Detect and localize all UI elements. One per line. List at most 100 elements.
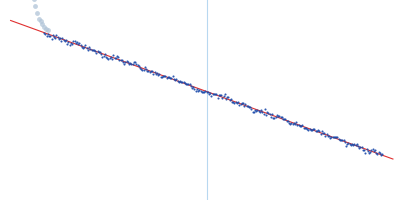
Point (185, 83, 192, 86)
Point (326, 135, 332, 138)
Point (248, 107, 255, 111)
Point (132, 61, 138, 64)
Point (180, 80, 187, 83)
Point (345, 141, 352, 144)
Point (348, 144, 354, 147)
Point (216, 94, 222, 97)
Point (183, 82, 189, 86)
Point (351, 143, 358, 146)
Point (213, 92, 220, 95)
Point (223, 97, 229, 100)
Point (190, 85, 196, 88)
Point (114, 55, 120, 58)
Point (360, 148, 366, 151)
Point (286, 121, 292, 124)
Point (378, 153, 384, 156)
Point (66, 43, 73, 47)
Point (138, 67, 144, 70)
Point (70, 39, 76, 43)
Point (276, 114, 282, 117)
Point (168, 77, 175, 80)
Point (160, 75, 166, 78)
Point (143, 68, 149, 71)
Point (205, 90, 211, 94)
Point (139, 69, 146, 72)
Point (158, 75, 165, 79)
Point (377, 152, 383, 155)
Point (100, 54, 107, 57)
Point (376, 150, 382, 154)
Point (219, 96, 226, 99)
Point (98, 53, 104, 56)
Point (312, 129, 319, 132)
Point (57, 37, 63, 40)
Point (43, 27, 49, 31)
Point (201, 90, 207, 93)
Point (303, 126, 309, 129)
Point (237, 102, 244, 105)
Point (358, 146, 365, 149)
Point (236, 103, 242, 106)
Point (277, 116, 284, 119)
Point (59, 36, 66, 39)
Point (144, 69, 150, 73)
Point (349, 143, 355, 146)
Point (177, 80, 183, 83)
Point (109, 57, 115, 60)
Point (39, 22, 46, 25)
Point (195, 89, 201, 92)
Point (79, 46, 85, 49)
Point (166, 75, 172, 78)
Point (148, 69, 154, 72)
Point (196, 88, 202, 91)
Point (56, 38, 62, 41)
Point (356, 146, 362, 149)
Point (161, 74, 168, 77)
Point (297, 125, 303, 128)
Point (306, 127, 313, 131)
Point (371, 149, 377, 152)
Point (30, 0, 37, 1)
Point (342, 140, 348, 143)
Point (308, 129, 314, 132)
Point (321, 131, 327, 134)
Point (330, 135, 336, 139)
Point (264, 111, 270, 114)
Point (344, 142, 350, 145)
Point (366, 151, 372, 154)
Point (217, 93, 223, 97)
Point (34, 11, 40, 14)
Point (97, 50, 103, 53)
Point (80, 47, 86, 50)
Point (110, 54, 116, 57)
Point (283, 119, 290, 122)
Point (372, 149, 378, 152)
Point (256, 109, 262, 112)
Point (367, 151, 373, 154)
Point (179, 81, 186, 84)
Point (92, 49, 98, 53)
Point (149, 69, 155, 73)
Point (75, 42, 81, 45)
Point (210, 93, 216, 96)
Point (379, 152, 386, 156)
Point (251, 110, 257, 114)
Point (357, 145, 364, 148)
Point (64, 42, 70, 45)
Point (54, 36, 61, 39)
Point (252, 108, 258, 111)
Point (254, 108, 261, 111)
Point (127, 61, 134, 65)
Point (211, 92, 217, 96)
Point (164, 77, 170, 80)
Point (340, 139, 347, 142)
Point (44, 34, 50, 38)
Point (263, 113, 269, 116)
Point (173, 78, 180, 81)
Point (284, 119, 291, 122)
Point (178, 80, 184, 83)
Point (235, 101, 241, 104)
Point (65, 40, 72, 43)
Point (275, 114, 281, 118)
Point (112, 56, 119, 59)
